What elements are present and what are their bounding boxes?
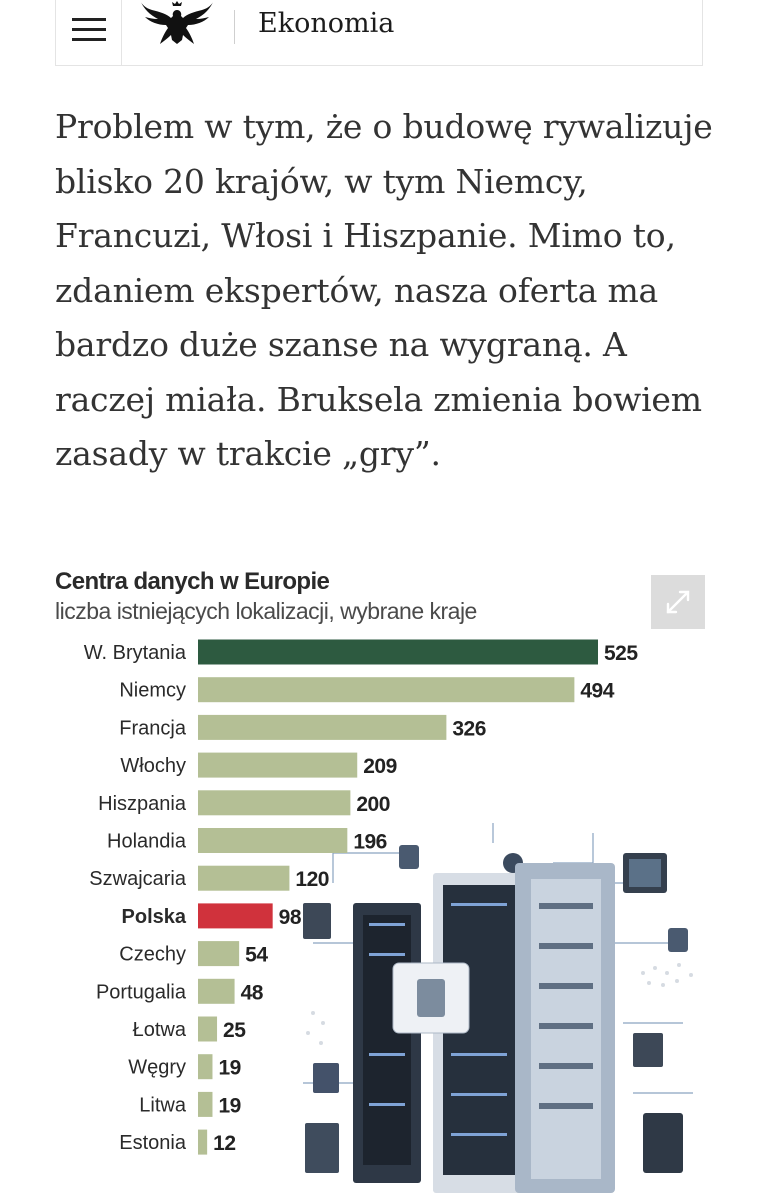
value-label-polska: 98 [279,906,302,929]
bar-czechy [198,941,240,967]
bar-polska [198,903,273,929]
bar-niemcy [198,677,575,703]
category-label-polska: Polska [122,906,187,928]
value-label-wegry: 19 [218,1057,240,1080]
category-label-w-brytania: W. Brytania [84,642,187,664]
value-label-litwa: 19 [218,1094,240,1117]
bar-szwajcaria [198,865,290,891]
value-label-lotwa: 25 [223,1019,246,1042]
value-label-czechy: 54 [245,944,268,967]
expand-arrows-icon[interactable] [651,575,705,629]
bar-chart: Centra danych w Europie liczba istniejąc… [55,568,705,1193]
bar-francja [198,714,447,740]
category-label-holandia: Holandia [107,831,187,853]
bar-lotwa [198,1016,218,1042]
value-label-estonia: 12 [213,1132,235,1155]
bar-estonia [198,1129,208,1155]
eagle-logo-icon[interactable] [140,0,214,48]
data-center-illustration [303,823,693,1193]
value-label-holandia: 196 [353,831,387,854]
section-title[interactable]: Ekonomia [258,8,395,39]
value-label-francja: 326 [452,717,486,740]
hamburger-menu-icon[interactable] [56,0,122,66]
value-label-wlochy: 209 [363,755,397,778]
category-label-hiszpania: Hiszpania [98,793,187,815]
category-label-szwajcaria: Szwajcaria [89,868,187,890]
category-label-litwa: Litwa [139,1094,187,1116]
value-label-portugalia: 48 [241,981,264,1004]
category-label-wlochy: Włochy [120,755,186,777]
chart-plot: W. Brytania 525 Niemcy 494 Francja 326 Włochy 2… [84,639,639,1155]
site-header: Ekonomia [55,0,703,66]
bar-wlochy [198,752,358,778]
chart-title: Centra danych w Europie [55,568,330,595]
value-label-szwajcaria: 120 [295,868,329,891]
bar-holandia [198,828,348,853]
value-label-hiszpania: 200 [356,793,390,816]
category-label-estonia: Estonia [119,1132,187,1154]
bar-litwa [198,1091,213,1117]
value-label-w-brytania: 525 [604,642,638,665]
category-label-lotwa: Łotwa [133,1019,187,1041]
value-label-niemcy: 494 [580,680,614,703]
bar-portugalia [198,978,235,1004]
article-paragraph: Problem w tym, że o budowę rywalizuje bl… [55,107,713,473]
bar-wegry [198,1054,213,1080]
category-label-francja: Francja [119,717,187,739]
category-label-czechy: Czechy [119,944,186,966]
bar-hiszpania [198,790,351,816]
category-label-niemcy: Niemcy [119,680,186,702]
bar-w-brytania [198,639,598,665]
chart-subtitle: liczba istniejących lokalizacji, wybrane… [55,598,477,624]
category-label-portugalia: Portugalia [96,981,187,1003]
category-label-wegry: Węgry [128,1057,186,1079]
header-divider [234,10,235,44]
